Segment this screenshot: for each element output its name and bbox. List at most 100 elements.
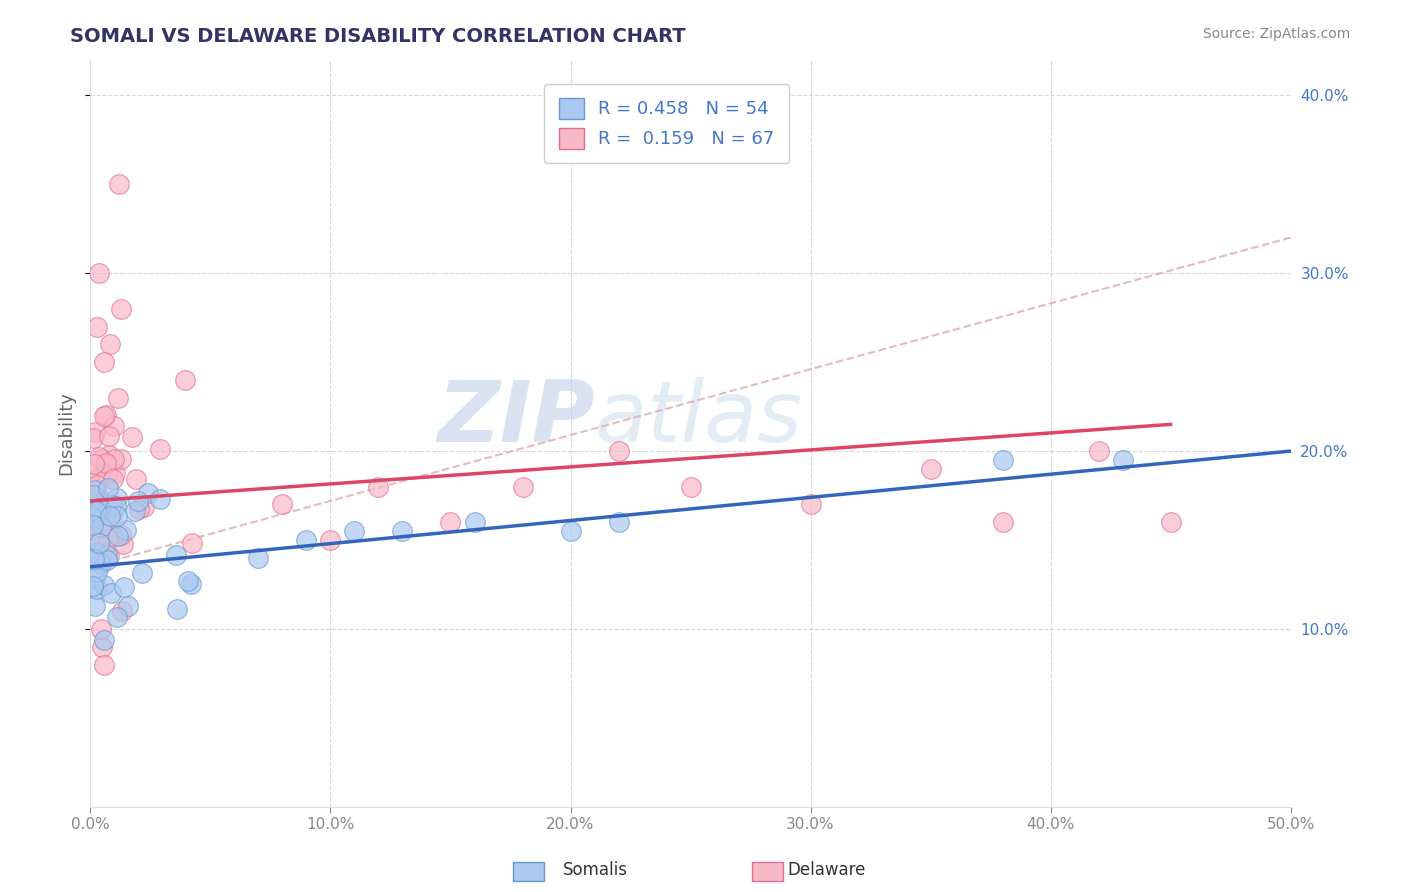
- Point: [82, 488, 104, 502]
- Point: [93, 578, 115, 592]
- Point: [560, 524, 582, 538]
- Point: [97, 448, 120, 462]
- Point: [607, 444, 630, 458]
- Point: [343, 524, 366, 538]
- Point: [96, 467, 118, 481]
- Point: [174, 373, 197, 387]
- Point: [319, 533, 342, 547]
- Point: [112, 580, 135, 594]
- Point: [111, 604, 134, 618]
- Point: [104, 467, 127, 481]
- Point: [90, 452, 112, 467]
- Point: [90, 622, 112, 636]
- Point: [111, 537, 134, 551]
- Point: [83, 457, 105, 471]
- Point: [84, 461, 107, 475]
- Point: [105, 508, 128, 523]
- Point: [166, 601, 188, 615]
- Point: [96, 409, 118, 423]
- Point: [181, 535, 204, 549]
- Point: [87, 266, 110, 280]
- Point: [84, 551, 107, 566]
- Point: [105, 610, 128, 624]
- Point: [125, 472, 148, 486]
- Point: [86, 566, 108, 580]
- Point: [86, 472, 108, 486]
- Point: [86, 478, 108, 492]
- Point: [1087, 444, 1109, 458]
- Point: [1160, 515, 1182, 529]
- Point: [82, 578, 104, 592]
- Point: [86, 582, 108, 596]
- Point: [367, 480, 389, 494]
- Text: ZIP: ZIP: [437, 376, 595, 460]
- Point: [271, 498, 294, 512]
- Text: Delaware: Delaware: [787, 861, 866, 879]
- Point: [101, 472, 124, 486]
- Point: [84, 504, 107, 518]
- Point: [103, 505, 125, 519]
- Point: [90, 520, 112, 534]
- Point: [512, 480, 534, 494]
- Point: [96, 553, 118, 567]
- Point: [103, 419, 125, 434]
- Point: [799, 498, 821, 512]
- Point: [991, 453, 1014, 467]
- Point: [84, 545, 107, 559]
- Point: [463, 515, 485, 529]
- Point: [96, 456, 118, 470]
- Point: [110, 301, 132, 316]
- Point: [101, 529, 124, 543]
- Point: [82, 529, 104, 543]
- Point: [82, 551, 104, 566]
- Point: [110, 451, 132, 466]
- Point: [87, 495, 110, 509]
- Point: [439, 515, 461, 529]
- Point: [98, 508, 121, 523]
- Text: SOMALI VS DELAWARE DISABILITY CORRELATION CHART: SOMALI VS DELAWARE DISABILITY CORRELATIO…: [70, 27, 686, 45]
- Text: Somalis: Somalis: [562, 861, 627, 879]
- Point: [93, 494, 115, 508]
- Point: [607, 515, 630, 529]
- Point: [97, 533, 120, 547]
- Point: [89, 500, 111, 515]
- Point: [165, 548, 187, 562]
- Point: [105, 491, 128, 505]
- Point: [82, 431, 104, 445]
- Point: [101, 498, 124, 512]
- Point: [149, 442, 172, 457]
- Point: [89, 506, 111, 520]
- Point: [108, 177, 131, 191]
- Point: [93, 657, 115, 672]
- Text: atlas: atlas: [595, 376, 803, 460]
- Point: [96, 549, 118, 563]
- Point: [103, 452, 125, 467]
- Point: [93, 409, 115, 424]
- Point: [93, 500, 115, 514]
- Text: Source: ZipAtlas.com: Source: ZipAtlas.com: [1202, 27, 1350, 41]
- Point: [128, 502, 150, 516]
- Point: [82, 504, 104, 518]
- Point: [121, 430, 143, 444]
- Point: [83, 571, 105, 585]
- Point: [100, 586, 122, 600]
- Point: [86, 319, 108, 334]
- Point: [82, 511, 104, 525]
- Point: [91, 640, 114, 654]
- Point: [96, 508, 118, 522]
- Point: [991, 515, 1014, 529]
- Point: [149, 491, 172, 506]
- Point: [115, 523, 138, 537]
- Point: [1111, 453, 1133, 467]
- Point: [83, 551, 105, 566]
- Point: [84, 425, 107, 439]
- Point: [82, 523, 104, 537]
- Point: [391, 524, 413, 538]
- Y-axis label: Disability: Disability: [58, 392, 75, 475]
- Point: [87, 536, 110, 550]
- Point: [89, 450, 111, 465]
- Point: [176, 574, 198, 588]
- Point: [84, 599, 107, 613]
- Point: [127, 494, 149, 508]
- Point: [93, 633, 115, 648]
